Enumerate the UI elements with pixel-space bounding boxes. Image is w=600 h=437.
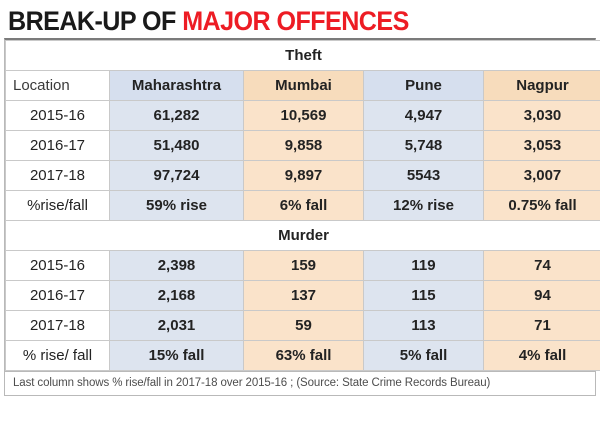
row-label-murder-pct-rise-fall: % rise/ fall xyxy=(5,340,110,371)
cell-theft-2015-16-maharashtra: 61,282 xyxy=(109,100,244,131)
page-title-red: MAJOR OFFENCES xyxy=(182,6,409,36)
cell-murder-2015-16-pune: 119 xyxy=(363,250,484,281)
column-header-row-theft: Location Maharashtra Mumbai Pune Nagpur xyxy=(5,70,600,101)
cell-murder-2017-18-maharashtra: 2,031 xyxy=(109,310,244,341)
cell-theft-pct-pune: 12% rise xyxy=(363,190,484,221)
section-title-murder: Murder xyxy=(4,220,600,251)
column-header-nagpur-theft: Nagpur xyxy=(482,70,600,101)
table-row: 2016-17 2,168 137 115 94 xyxy=(5,280,600,311)
cell-theft-2015-16-pune: 4,947 xyxy=(363,100,484,131)
cell-murder-pct-mumbai: 63% fall xyxy=(243,340,364,371)
table-row: % rise/ fall 15% fall 63% fall 5% fall 4… xyxy=(5,340,600,371)
cell-murder-2016-17-pune: 115 xyxy=(363,280,484,311)
cell-theft-pct-maharashtra: 59% rise xyxy=(109,190,244,221)
cell-theft-2016-17-maharashtra: 51,480 xyxy=(109,130,244,161)
cell-theft-pct-nagpur: 0.75% fall xyxy=(482,190,600,221)
cell-theft-2016-17-mumbai: 9,858 xyxy=(243,130,364,161)
table-row: %rise/fall 59% rise 6% fall 12% rise 0.7… xyxy=(5,190,600,221)
crime-table: Theft Location Maharashtra Mumbai Pune N… xyxy=(4,40,600,371)
row-label-murder-2017-18: 2017-18 xyxy=(5,310,110,341)
footnote-source: Last column shows % rise/fall in 2017-18… xyxy=(4,372,596,396)
crime-table-container: Theft Location Maharashtra Mumbai Pune N… xyxy=(4,38,600,372)
section-header-row-theft: Theft xyxy=(4,40,600,71)
column-header-mumbai-theft: Mumbai xyxy=(243,70,364,101)
cell-murder-2016-17-nagpur: 94 xyxy=(482,280,600,311)
row-label-murder-2016-17: 2016-17 xyxy=(5,280,110,311)
cell-theft-2015-16-nagpur: 3,030 xyxy=(482,100,600,131)
cell-murder-2016-17-maharashtra: 2,168 xyxy=(109,280,244,311)
row-label-theft-pct-rise-fall: %rise/fall xyxy=(5,190,110,221)
cell-murder-2017-18-nagpur: 71 xyxy=(482,310,600,341)
cell-theft-2017-18-maharashtra: 97,724 xyxy=(109,160,244,191)
cell-murder-2015-16-mumbai: 159 xyxy=(243,250,364,281)
row-label-theft-2016-17: 2016-17 xyxy=(5,130,110,161)
cell-theft-2016-17-nagpur: 3,053 xyxy=(482,130,600,161)
cell-murder-pct-pune: 5% fall xyxy=(363,340,484,371)
cell-murder-2017-18-mumbai: 59 xyxy=(243,310,364,341)
cell-murder-2015-16-maharashtra: 2,398 xyxy=(109,250,244,281)
cell-murder-2016-17-mumbai: 137 xyxy=(243,280,364,311)
cell-murder-2017-18-pune: 113 xyxy=(363,310,484,341)
cell-theft-2015-16-mumbai: 10,569 xyxy=(243,100,364,131)
column-header-maharashtra-theft: Maharashtra xyxy=(109,70,244,101)
location-header-theft: Location xyxy=(5,70,110,101)
cell-murder-pct-nagpur: 4% fall xyxy=(482,340,600,371)
cell-theft-2017-18-pune: 5543 xyxy=(363,160,484,191)
table-row: 2015-16 2,398 159 119 74 xyxy=(5,250,600,281)
cell-murder-2015-16-nagpur: 74 xyxy=(482,250,600,281)
page-title: BREAK-UP OF MAJOR OFFENCES xyxy=(8,6,409,36)
row-label-theft-2017-18: 2017-18 xyxy=(5,160,110,191)
table-row: 2016-17 51,480 9,858 5,748 3,053 xyxy=(5,130,600,161)
cell-theft-2017-18-mumbai: 9,897 xyxy=(243,160,364,191)
title-bar: BREAK-UP OF MAJOR OFFENCES xyxy=(0,0,600,38)
column-header-pune-theft: Pune xyxy=(363,70,484,101)
cell-murder-pct-maharashtra: 15% fall xyxy=(109,340,244,371)
table-row: 2015-16 61,282 10,569 4,947 3,030 xyxy=(5,100,600,131)
cell-theft-pct-mumbai: 6% fall xyxy=(243,190,364,221)
row-label-theft-2015-16: 2015-16 xyxy=(5,100,110,131)
table-row: 2017-18 2,031 59 113 71 xyxy=(5,310,600,341)
section-header-row-murder: Murder xyxy=(4,220,600,251)
cell-theft-2016-17-pune: 5,748 xyxy=(363,130,484,161)
page-title-black: BREAK-UP OF xyxy=(8,6,183,36)
section-title-theft: Theft xyxy=(4,40,600,71)
table-row: 2017-18 97,724 9,897 5543 3,007 xyxy=(5,160,600,191)
row-label-murder-2015-16: 2015-16 xyxy=(5,250,110,281)
cell-theft-2017-18-nagpur: 3,007 xyxy=(482,160,600,191)
